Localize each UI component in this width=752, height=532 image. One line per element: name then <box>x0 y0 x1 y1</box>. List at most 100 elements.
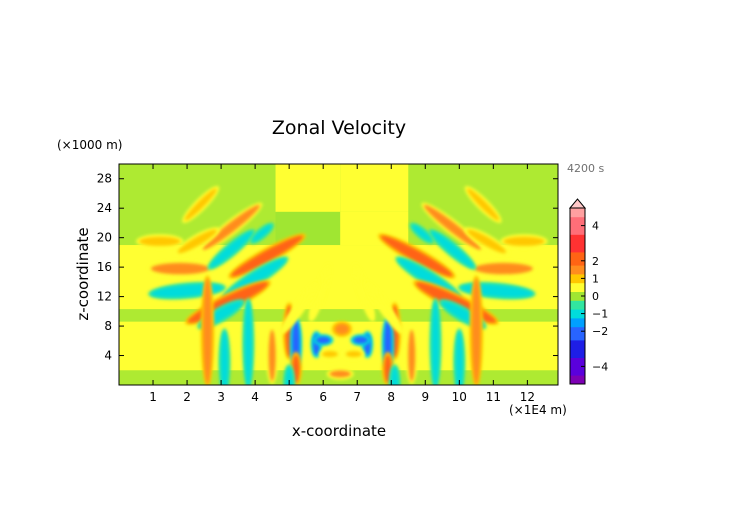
heatmap-feature <box>331 321 353 337</box>
heatmap-feature <box>409 222 435 244</box>
x-tick-label: 8 <box>387 390 395 404</box>
y-tick-label: 28 <box>97 172 112 186</box>
colorbar-segment <box>570 326 585 332</box>
feature-core <box>474 262 533 275</box>
feature-core <box>202 204 260 250</box>
heatmap-feature <box>313 334 334 346</box>
feature-core <box>322 350 338 358</box>
heatmap-feature <box>148 260 213 277</box>
feature-core <box>203 278 212 385</box>
heatmap-feature <box>218 328 231 385</box>
colorbar-tick-label: −4 <box>592 360 608 373</box>
colorbar-segment <box>570 221 585 226</box>
x-tick-label: 7 <box>353 390 361 404</box>
heatmap-feature <box>464 186 502 223</box>
feature-core <box>431 231 474 268</box>
x-axis: 1 2 3 4 5 6 7 8 9 10 11 12 <box>149 164 535 404</box>
colorbar-tick-label: −2 <box>592 325 608 338</box>
chart-title: Zonal Velocity <box>272 117 406 139</box>
heatmap-feature <box>319 348 341 360</box>
y-tick-label: 4 <box>104 349 112 363</box>
heatmap-feature <box>200 275 215 385</box>
feature-core <box>139 236 181 246</box>
feature-core <box>503 236 545 246</box>
colorbar-segment <box>570 353 585 358</box>
heatmap-feature <box>228 233 306 279</box>
heatmap-feature <box>405 326 418 385</box>
heatmap-feature <box>365 281 404 335</box>
colorbar-segment <box>570 304 585 310</box>
heatmap-feature <box>175 227 220 256</box>
colorbar-tick-label: 0 <box>592 290 599 303</box>
x-tick-label: 10 <box>452 390 467 404</box>
heatmap-feature <box>182 186 220 223</box>
feature-core <box>230 235 304 277</box>
colorbar-segment <box>570 335 585 341</box>
feature-core <box>412 225 432 242</box>
x-tick-label: 6 <box>319 390 327 404</box>
colorbar-segment <box>570 234 585 240</box>
background-band <box>340 164 409 212</box>
feature-core <box>391 367 399 385</box>
colorbar-segment <box>570 362 585 367</box>
colorbar-segment <box>570 370 585 376</box>
colorbar-tick-label: −1 <box>592 308 608 321</box>
colorbar-segment <box>570 348 585 354</box>
heatmap-feature <box>388 364 401 385</box>
plot-frame <box>118 163 559 386</box>
colorbar-segment <box>570 212 585 218</box>
feature-core <box>268 329 276 382</box>
x-axis-label: x-coordinate <box>292 422 386 440</box>
heatmap-feature <box>353 263 375 323</box>
colorbar-overflow-arrow <box>568 198 587 209</box>
colorbar-segment <box>570 313 585 319</box>
colorbar-segment <box>570 274 585 279</box>
heatmap-feature <box>207 229 256 270</box>
heatmap-feature <box>377 233 456 279</box>
x-tick-label: 9 <box>421 390 429 404</box>
y-tick-label: 24 <box>97 201 112 215</box>
heatmap-feature <box>308 263 331 323</box>
feature-core <box>329 370 351 378</box>
x-tick-label: 2 <box>183 390 191 404</box>
y-axis: 4 8 12 16 20 24 28 <box>97 172 558 363</box>
colorbar-segment <box>570 238 585 244</box>
feature-core <box>334 323 350 335</box>
time-label: 4200 s <box>567 162 604 175</box>
x-tick-label: 1 <box>149 390 157 404</box>
feature-core <box>252 225 272 242</box>
feature-core <box>423 204 482 250</box>
feature-core <box>316 336 331 344</box>
colorbar-segment <box>570 216 585 222</box>
colorbar-segment <box>570 230 585 235</box>
heatmap-feature <box>136 234 184 249</box>
heatmap-feature <box>249 222 275 244</box>
colorbar-segment <box>570 287 585 292</box>
colorbar-tick-label: 2 <box>592 255 599 268</box>
y-tick-label: 16 <box>97 260 112 274</box>
y-unit-label: (×1000 m) <box>57 138 122 152</box>
feature-core <box>408 329 416 382</box>
heatmap-feature <box>326 367 354 380</box>
heatmap-feature <box>342 348 365 360</box>
colorbar-segment <box>570 252 585 257</box>
feature-core <box>177 229 217 254</box>
colorbar-segment <box>570 375 585 380</box>
colorbar-segment <box>570 379 585 385</box>
x-tick-label: 12 <box>520 390 535 404</box>
heatmap-feature <box>280 281 319 335</box>
heatmap-feature <box>464 227 509 256</box>
colorbar-segment <box>570 366 585 372</box>
x-tick-label: 5 <box>285 390 293 404</box>
heatmap-feature <box>428 229 477 270</box>
feature-core <box>221 331 228 385</box>
heatmap-feature <box>266 326 279 385</box>
colorbar-segment <box>570 282 585 288</box>
colorbar-segment <box>570 225 585 231</box>
plot-area <box>119 164 558 385</box>
heatmap-feature <box>200 202 263 253</box>
feature-core <box>151 262 210 275</box>
heatmap-feature <box>453 328 466 385</box>
heatmap-feature <box>500 234 548 249</box>
